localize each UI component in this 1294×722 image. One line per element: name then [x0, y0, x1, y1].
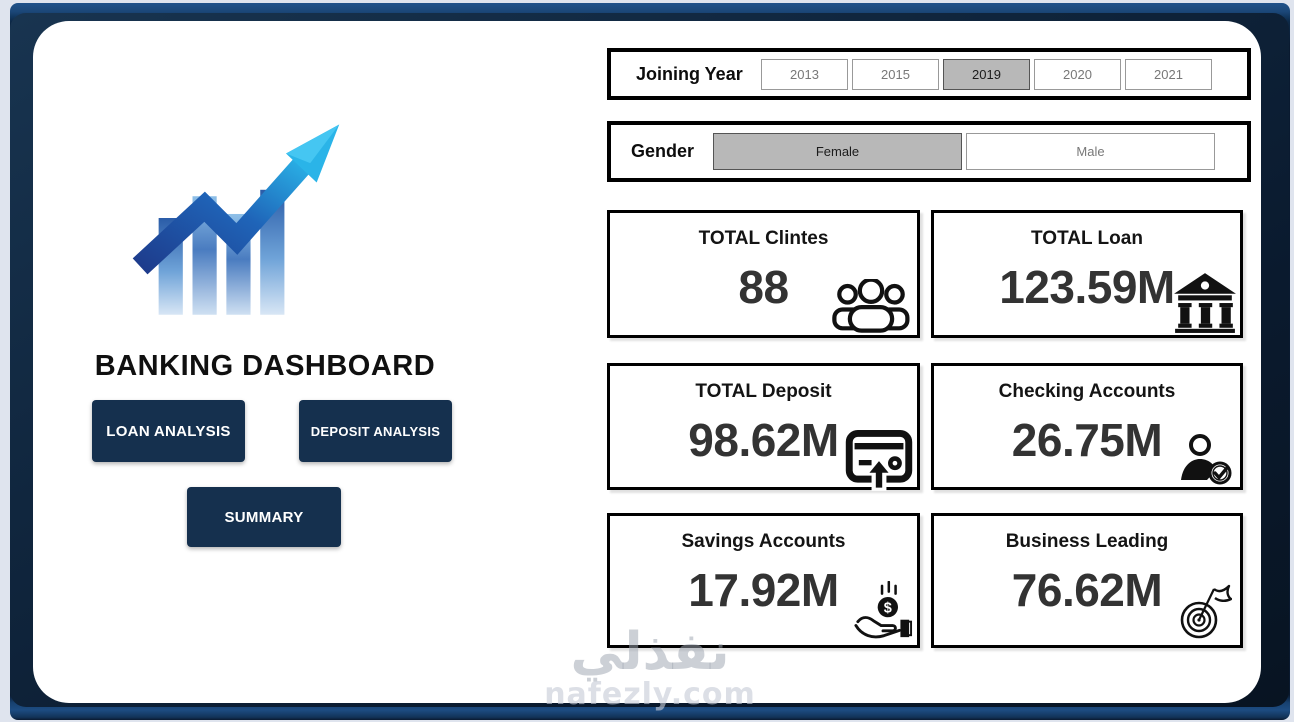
kpi-title: Business Leading	[1005, 531, 1169, 552]
kpi-card-total-deposit: TOTAL Deposit 98.62M	[607, 363, 920, 491]
kpi-title: TOTAL Clintes	[698, 228, 829, 249]
kpi-value: 17.92M	[688, 564, 839, 616]
gender-options: Female Male	[713, 133, 1215, 170]
gender-label: Gender	[631, 141, 695, 161]
kpi-title: Checking Accounts	[998, 381, 1176, 402]
kpi-card-checking-accounts: Checking Accounts 26.75M	[931, 363, 1243, 490]
kpi-card-savings-accounts: Savings Accounts 17.92M $	[607, 513, 920, 648]
year-option-2013[interactable]: 2013	[761, 58, 848, 90]
summary-button[interactable]: SUMMARY	[187, 487, 341, 547]
joining-year-label: Joining Year	[636, 63, 743, 84]
joining-year-slicer: Joining Year 2013 2015 2019 2020 2021	[607, 48, 1251, 100]
gender-slicer: Gender Female Male	[607, 121, 1251, 182]
year-option-2015[interactable]: 2015	[852, 58, 939, 90]
kpi-title: Savings Accounts	[681, 531, 846, 552]
clients-group-icon	[831, 277, 911, 333]
kpi-title: TOTAL Loan	[1031, 228, 1143, 249]
svg-text:$: $	[884, 600, 892, 616]
person-check-icon	[1178, 433, 1234, 485]
loan-analysis-button[interactable]: LOAN ANALYSIS	[92, 400, 245, 462]
card-deposit-icon	[845, 429, 913, 491]
kpi-card-total-clients: TOTAL Clintes 88	[607, 210, 920, 338]
page-title: BANKING DASHBOARD	[94, 350, 436, 382]
hand-coin-icon: $	[853, 580, 913, 641]
kpi-value: 123.59M	[999, 261, 1175, 313]
gender-option-male[interactable]: Male	[966, 133, 1215, 170]
joining-year-options: 2013 2015 2019 2020 2021	[761, 58, 1212, 90]
year-option-2021[interactable]: 2021	[1125, 58, 1212, 90]
kpi-value: 76.62M	[1011, 564, 1163, 616]
deposit-analysis-button[interactable]: DEPOSIT ANALYSIS	[299, 400, 452, 462]
kpi-title: TOTAL Deposit	[695, 381, 832, 402]
year-option-2020[interactable]: 2020	[1034, 58, 1121, 90]
growth-chart-logo-icon	[128, 92, 386, 344]
kpi-value: 26.75M	[1011, 414, 1163, 466]
kpi-card-business-leading: Business Leading 76.62M	[931, 513, 1243, 648]
kpi-card-total-loan: TOTAL Loan 123.59M	[931, 210, 1243, 338]
bank-icon	[1172, 271, 1238, 333]
gender-option-female[interactable]: Female	[713, 133, 962, 170]
year-option-2019[interactable]: 2019	[943, 58, 1030, 90]
kpi-value: 88	[738, 261, 789, 313]
kpi-value: 98.62M	[688, 414, 839, 466]
target-flag-icon	[1174, 579, 1233, 641]
